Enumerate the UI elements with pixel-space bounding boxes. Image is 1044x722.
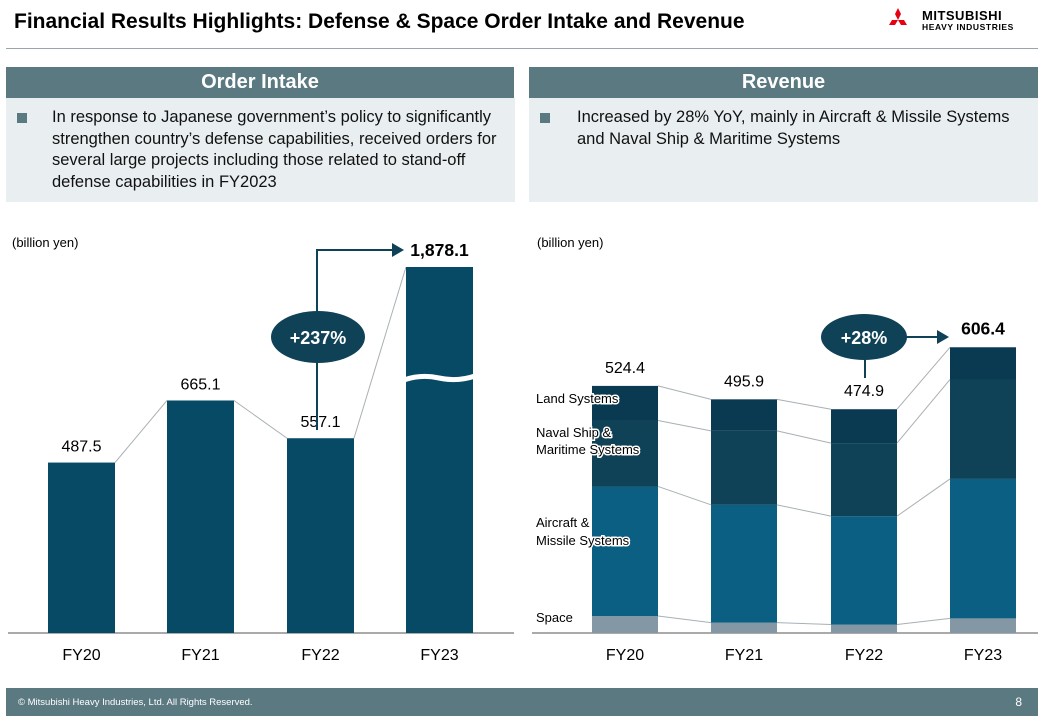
order-bar-fy22 [287,438,354,633]
order-growth-bubble [271,311,365,363]
order-x-tick-label: FY20 [62,647,100,664]
revenue-connector-line [896,478,951,517]
revenue-connector-line [657,615,712,624]
revenue-total-label: 495.9 [724,373,764,390]
square-bullet-icon [540,113,550,123]
order-growth-arrowhead [392,243,404,257]
order-x-tick-label: FY22 [301,647,339,664]
revenue-series-label: Land Systems [536,391,619,406]
revenue-connector-line [896,617,951,626]
revenue-segment-space [950,618,1016,633]
revenue-segment-space [831,624,897,633]
revenue-unit-label: (billion yen) [537,235,604,250]
logo-line-1: MITSUBISHI [922,8,1003,23]
revenue-series-label: Space [536,610,573,625]
order-connector-line [114,400,168,463]
revenue-series-label: Missile Systems [536,533,630,548]
revenue-growth-label: +28% [841,328,888,348]
revenue-segment-aircraft-missile-systems [592,486,658,617]
revenue-total-label: 606.4 [961,318,1005,338]
revenue-text: Increased by 28% YoY, mainly in Aircraft… [577,108,1010,148]
revenue-growth-arrowhead [937,330,949,344]
revenue-connector-line [776,622,832,626]
revenue-segment-space [711,622,777,633]
revenue-connector-line [776,398,832,410]
order-value-label: 487.5 [61,439,101,456]
revenue-segment-naval-ship-maritime-systems [711,430,777,505]
revenue-connector-line [896,379,951,444]
revenue-connector-line [896,346,951,410]
order-bar-fy21 [167,400,234,633]
revenue-connector-line [657,385,712,400]
square-bullet-icon [17,113,27,123]
page-title: Financial Results Highlights: Defense & … [14,10,745,33]
order-connector-line [353,266,407,439]
order-growth-arrow-line [316,249,392,430]
order-value-label: 1,878.1 [410,240,469,260]
logo-wordmark: MITSUBISHI HEAVY INDUSTRIES [922,9,1014,32]
footer-bar: © Mitsubishi Heavy Industries, Ltd. All … [6,688,1038,716]
revenue-x-tick-label: FY22 [845,647,883,664]
revenue-series-label: Naval Ship & [536,425,611,440]
revenue-segment-land-systems [831,409,897,444]
revenue-heading: Revenue [529,67,1038,98]
revenue-total-label: 524.4 [605,360,645,377]
order-x-tick-label: FY21 [181,647,219,664]
order-intake-heading: Order Intake [6,67,514,98]
logo-line-2: HEAVY INDUSTRIES [922,22,1014,32]
axis-break-mark [403,373,476,383]
revenue-segment-aircraft-missile-systems [711,504,777,623]
revenue-segment-land-systems [950,347,1016,380]
revenue-segment-naval-ship-maritime-systems [831,443,897,517]
revenue-growth-bubble [821,314,907,360]
order-unit-label: (billion yen) [12,235,79,250]
company-logo: MITSUBISHI HEAVY INDUSTRIES [886,8,1038,36]
page-number: 8 [1015,695,1022,709]
revenue-segment-land-systems [711,399,777,431]
revenue-x-tick-label: FY20 [606,647,644,664]
three-diamonds-icon [889,8,907,25]
revenue-x-tick-label: FY23 [964,647,1002,664]
revenue-connector-line [776,430,832,444]
order-value-label: 665.1 [180,376,220,393]
revenue-total-label: 474.9 [844,383,884,400]
revenue-connector-line [776,504,832,517]
title-divider [6,48,1038,49]
order-connector-line [233,400,288,439]
revenue-segment-naval-ship-maritime-systems [950,379,1016,479]
order-bar-fy20 [48,462,115,633]
revenue-segment-aircraft-missile-systems [831,516,897,625]
revenue-series-label: Maritime Systems [536,442,640,457]
order-intake-text: In response to Japanese government’s pol… [52,108,497,191]
revenue-segment-aircraft-missile-systems [950,478,1016,619]
copyright-text: © Mitsubishi Heavy Industries, Ltd. All … [18,697,253,708]
order-growth-label: +237% [290,328,347,348]
revenue-connector-line [657,419,712,432]
revenue-segment-space [592,616,658,633]
revenue-segment-naval-ship-maritime-systems [592,420,658,487]
order-x-tick-label: FY23 [420,647,458,664]
revenue-summary: Increased by 28% YoY, mainly in Aircraft… [529,98,1038,202]
revenue-connector-line [657,485,712,506]
order-intake-summary: In response to Japanese government’s pol… [6,98,515,202]
order-bar-fy23 [406,267,473,633]
revenue-series-label: Aircraft & [536,515,590,530]
revenue-segment-land-systems [592,385,658,421]
revenue-x-tick-label: FY21 [725,647,763,664]
order-value-label: 557.1 [300,414,340,431]
